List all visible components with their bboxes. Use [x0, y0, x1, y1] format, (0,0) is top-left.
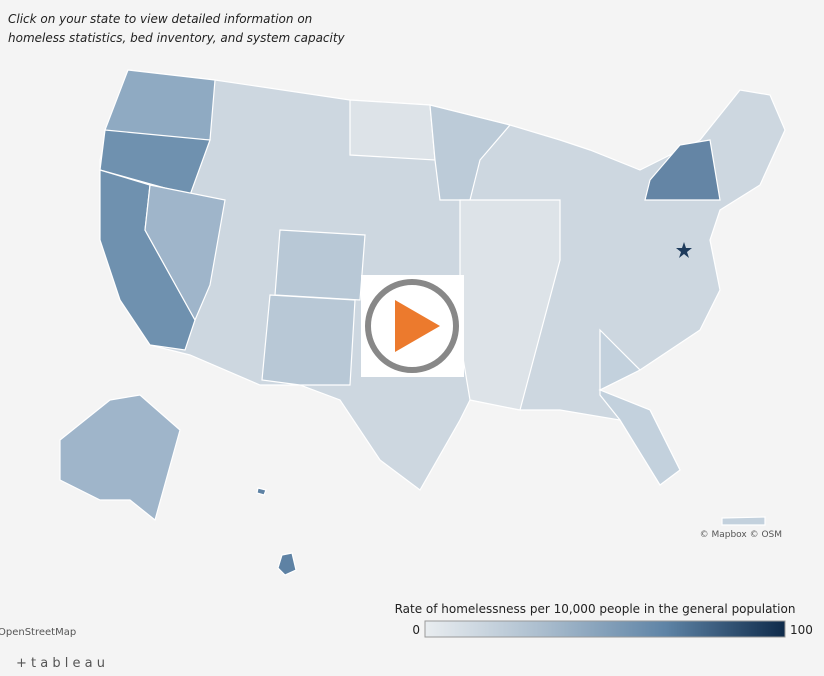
play-icon[interactable] — [395, 300, 440, 352]
state[interactable] — [598, 328, 681, 486]
instruction: Click on your state to view detailed inf… — [8, 12, 313, 26]
instruction: homeless statistics, bed inventory, and … — [8, 31, 345, 45]
new-york[interactable] — [644, 139, 721, 201]
state[interactable] — [261, 294, 356, 386]
nevada[interactable] — [144, 184, 226, 322]
legend-bar — [424, 620, 786, 638]
hawaii[interactable] — [277, 552, 297, 576]
hawaii[interactable] — [256, 487, 267, 496]
attribution: OpenStreetMap — [0, 627, 76, 638]
dc-star[interactable] — [676, 242, 692, 258]
state[interactable] — [274, 229, 366, 301]
legend-title: Rate of homelessness per 10,000 people i… — [395, 602, 796, 616]
play-button[interactable] — [361, 275, 464, 377]
attribution: © Mapbox © OSM — [700, 530, 782, 540]
washington[interactable] — [104, 69, 216, 141]
legend-max: 100 — [790, 623, 813, 637]
brand-logo[interactable]: + t a b l e a u — [16, 656, 105, 671]
play-ring[interactable] — [365, 279, 459, 373]
alaska[interactable] — [59, 394, 181, 522]
state[interactable] — [349, 99, 436, 161]
legend-min: 0 — [412, 623, 420, 637]
puerto-rico[interactable] — [721, 516, 766, 526]
